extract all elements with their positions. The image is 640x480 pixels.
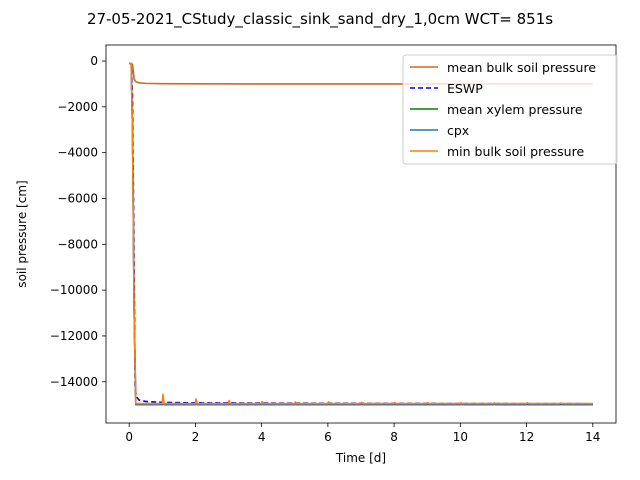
x-tick-label: 12: [519, 430, 534, 444]
plot-area: [105, 44, 617, 424]
x-axis: 0 2 4 6 8 10 12 14: [125, 423, 600, 444]
y-tick-label: −8000: [57, 237, 98, 251]
y-tick-label: −12000: [50, 329, 98, 343]
axes-frame: [105, 44, 617, 424]
y-tick-label: −4000: [57, 146, 98, 160]
x-tick-label: 2: [192, 430, 200, 444]
y-tick-label: −10000: [50, 283, 98, 297]
series-line-4: [129, 62, 593, 405]
x-tick-label: 8: [390, 430, 398, 444]
legend-label: cpx: [447, 123, 469, 138]
x-tick-label: 10: [453, 430, 468, 444]
y-axis: 0 −2000 −4000 −6000 −8000 −10000 −12000 −14000: [50, 54, 106, 389]
x-axis-label: Time [d]: [335, 451, 386, 465]
legend: mean bulk soil pressure ESWP mean xylem pr…: [402, 54, 618, 165]
y-tick-label: −6000: [57, 191, 98, 205]
chart-title: 27-05-2021_CStudy_classic_sink_sand_dry_…: [87, 10, 553, 29]
x-tick-label: 6: [324, 430, 332, 444]
legend-label: mean xylem pressure: [447, 102, 583, 117]
legend-label: ESWP: [447, 81, 483, 96]
legend-box: [402, 54, 618, 165]
y-tick-label: 0: [90, 54, 98, 68]
legend-label: mean bulk soil pressure: [447, 60, 596, 75]
x-tick-label: 4: [258, 430, 266, 444]
x-tick-label: 0: [125, 430, 133, 444]
series-layer: [129, 62, 593, 406]
y-tick-label: −2000: [57, 100, 98, 114]
x-tick-label: 14: [585, 430, 600, 444]
y-axis-label: soil pressure [cm]: [15, 180, 29, 287]
legend-label: min bulk soil pressure: [447, 144, 584, 159]
y-tick-label: −14000: [50, 375, 98, 389]
